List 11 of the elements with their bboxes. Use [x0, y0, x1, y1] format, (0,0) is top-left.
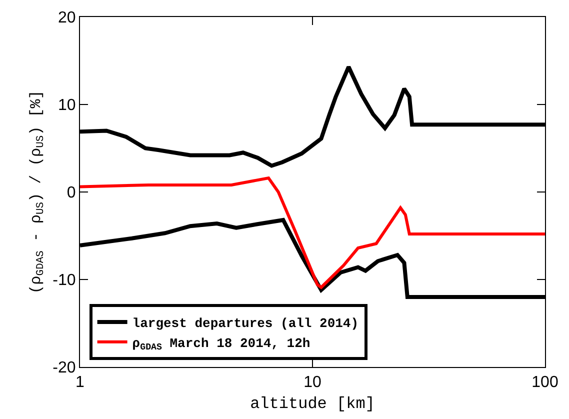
y-tick-label: -20: [52, 360, 76, 377]
x-tick-label: 1: [76, 374, 85, 392]
x-axis-title: altitude [km]: [250, 394, 375, 413]
y-tick-label: 10: [58, 97, 76, 114]
x-tick-label: 100: [532, 374, 558, 392]
legend-label: ρ$_{GDAS}$ March 18 2014, 12h: [132, 336, 310, 353]
y-tick-label: -10: [52, 272, 76, 290]
y-tick-label: 20: [58, 10, 76, 27]
legend-label: largest departures (all 2014): [132, 316, 359, 332]
y-tick-label: 0: [66, 184, 76, 202]
x-tick-label: 10: [304, 374, 322, 392]
